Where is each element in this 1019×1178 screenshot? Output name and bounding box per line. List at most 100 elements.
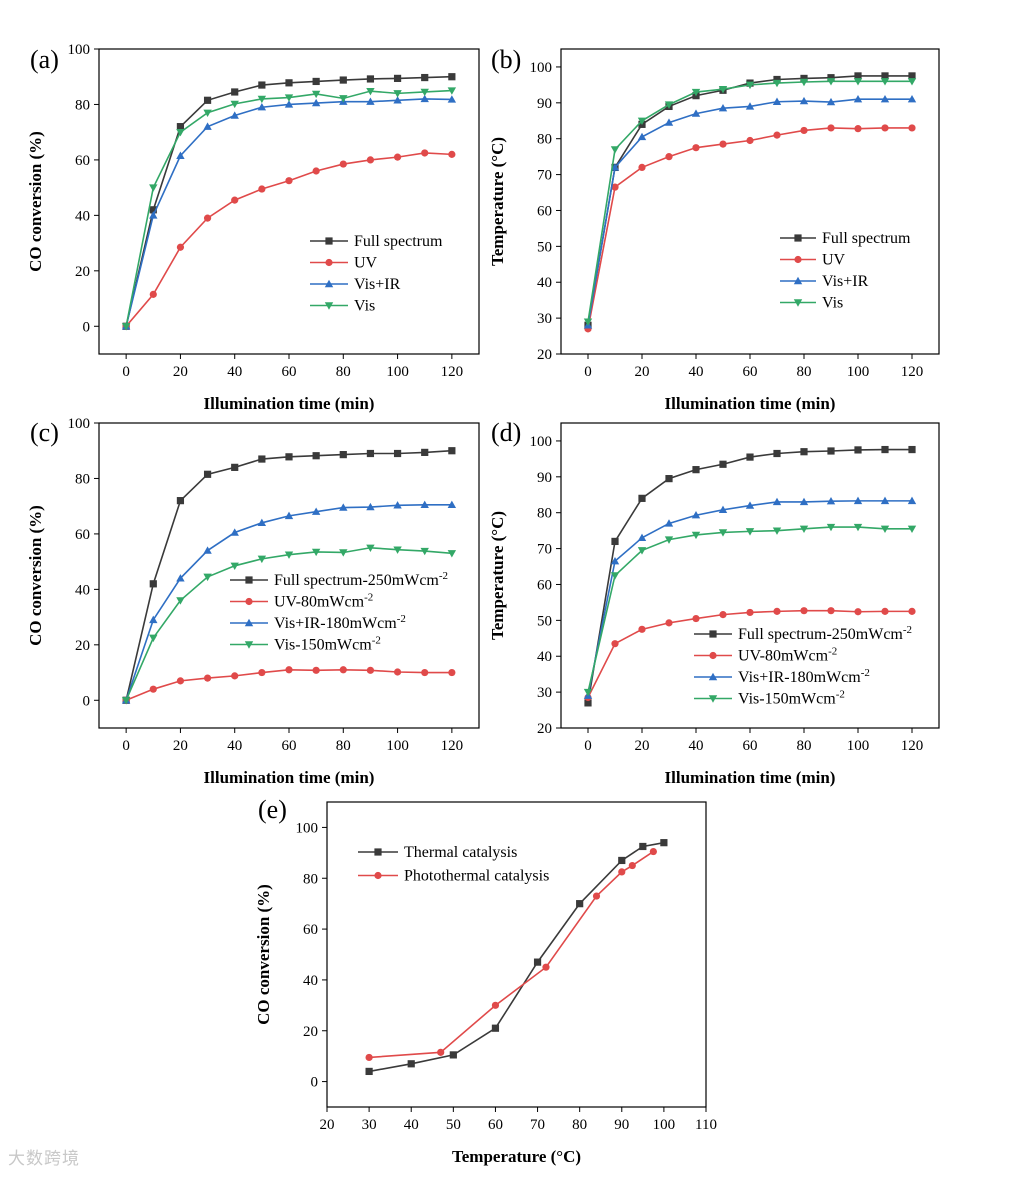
data-point: [881, 607, 889, 615]
legend-label: UV: [822, 252, 846, 269]
data-point: [203, 674, 212, 682]
data-point: [665, 475, 673, 483]
data-point: [772, 97, 782, 105]
x-tick-label: 100: [847, 364, 870, 380]
legend: Full spectrum UV Vis+IR Vis: [310, 233, 443, 315]
legend-marker: [245, 597, 253, 606]
legend-label: Vis+IR: [354, 276, 401, 293]
data-point: [718, 505, 728, 514]
legend-label: Vis+IR-180mWcm-2: [274, 613, 406, 632]
data-point: [773, 607, 781, 615]
y-tick-label: 80: [537, 506, 552, 522]
x-tick-label: 100: [653, 1117, 676, 1133]
data-point: [149, 685, 157, 693]
data-point: [800, 607, 808, 615]
data-point: [231, 672, 239, 680]
data-point: [853, 78, 863, 86]
data-point: [285, 177, 293, 185]
legend-label-text: Full spectrum: [822, 230, 911, 247]
data-point: [393, 668, 402, 676]
data-point: [637, 533, 647, 542]
x-tick-label: 100: [386, 364, 409, 380]
data-point: [420, 500, 429, 508]
series-line: [587, 448, 912, 704]
data-point: [176, 497, 185, 505]
legend-label-superscript: -2: [372, 635, 381, 647]
x-axis-label: Illumination time (min): [204, 768, 375, 787]
data-point: [149, 211, 158, 219]
data-point: [610, 556, 620, 565]
legend-marker: [793, 299, 803, 307]
legend-label: Full spectrum-250mWcm-2: [274, 570, 448, 589]
legend-label-superscript: -2: [828, 646, 837, 658]
data-point: [854, 446, 862, 454]
series-line: [125, 89, 452, 327]
data-point: [772, 79, 782, 88]
series-2: [121, 94, 457, 330]
data-point: [149, 615, 158, 624]
y-tick-label: 70: [537, 542, 552, 558]
y-tick-label: 30: [537, 311, 552, 327]
data-point: [664, 101, 674, 109]
y-tick-label: 70: [537, 168, 552, 184]
data-point: [339, 549, 348, 557]
legend-label-text: Full spectrum-250mWcm: [738, 626, 903, 643]
data-point: [258, 81, 266, 89]
data-point: [339, 503, 348, 511]
data-point: [827, 74, 835, 82]
data-point: [339, 666, 347, 674]
legend-marker: [324, 302, 334, 310]
data-point: [312, 452, 320, 460]
data-point: [610, 163, 620, 171]
data-point: [638, 625, 646, 633]
x-tick-label: 60: [282, 738, 297, 754]
y-tick-label: 60: [75, 527, 90, 543]
data-point: [719, 460, 727, 468]
data-point: [799, 96, 809, 105]
data-point: [393, 90, 402, 98]
data-point: [230, 111, 239, 119]
data-point: [365, 1053, 373, 1062]
data-point: [664, 519, 674, 527]
y-tick-label: 80: [303, 871, 318, 887]
legend-marker: [325, 258, 333, 267]
data-point: [339, 95, 348, 103]
data-point: [339, 451, 347, 459]
data-point: [366, 544, 375, 552]
data-point: [121, 323, 131, 331]
data-point: [773, 131, 781, 139]
data-point: [449, 1051, 457, 1059]
data-point: [854, 72, 862, 80]
data-point: [800, 74, 808, 83]
data-point: [448, 150, 456, 158]
y-axis-label: CO conversion (%): [26, 505, 45, 646]
legend-label-text: UV-80mWcm: [274, 594, 365, 611]
data-point: [881, 445, 889, 454]
x-tick-label: 80: [572, 1117, 587, 1133]
legend-label: Full spectrum: [354, 233, 443, 250]
x-axis-label: Illumination time (min): [665, 768, 836, 787]
legend-label-text: Photothermal catalysis: [404, 868, 549, 885]
x-tick-label: 120: [441, 364, 464, 380]
data-point: [203, 470, 212, 478]
data-point: [448, 73, 456, 81]
data-point: [746, 453, 754, 461]
y-tick-label: 50: [537, 239, 552, 255]
legend-marker: [708, 672, 718, 681]
x-tick-label: 80: [336, 738, 351, 754]
data-point: [692, 144, 700, 152]
legend-label-superscript: -2: [439, 570, 448, 582]
chart-panel-a: 0 20 40 60 80 100 120 0 20 40 60 80 100 Illumination …: [26, 42, 480, 413]
series-3: [121, 87, 457, 331]
data-point: [366, 502, 375, 511]
data-point: [339, 160, 347, 168]
legend-marker: [794, 234, 802, 242]
data-point: [853, 523, 863, 532]
x-tick-label: 120: [901, 364, 924, 380]
y-tick-label: 100: [296, 820, 319, 836]
x-tick-label: 0: [584, 364, 592, 380]
data-point: [583, 318, 593, 326]
data-point: [257, 518, 267, 527]
data-point: [592, 892, 601, 900]
